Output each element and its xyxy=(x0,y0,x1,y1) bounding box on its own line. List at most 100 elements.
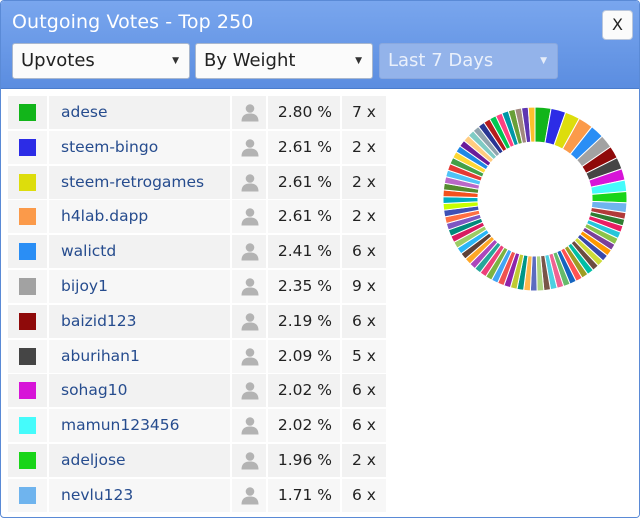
vote-count: 9 x xyxy=(342,269,386,303)
account-link[interactable]: mamun123456 xyxy=(49,409,230,443)
vote-weight-donut-chart xyxy=(443,107,627,291)
account-link[interactable]: steem-retrogames xyxy=(49,165,230,199)
vote-count: 6 x xyxy=(342,478,386,512)
user-icon[interactable] xyxy=(240,102,260,122)
account-link[interactable]: sohag10 xyxy=(49,374,230,408)
user-icon[interactable] xyxy=(240,485,260,505)
weight-percent: 2.02 % xyxy=(268,409,340,443)
color-swatch xyxy=(19,382,36,400)
dialog-title: Outgoing Votes - Top 250 xyxy=(12,11,254,33)
user-icon[interactable] xyxy=(240,346,260,366)
vote-count: 6 x xyxy=(342,409,386,443)
account-link[interactable]: bijoy1 xyxy=(49,269,230,303)
color-swatch xyxy=(19,417,36,435)
user-icon[interactable] xyxy=(240,137,260,157)
user-profile-cell[interactable] xyxy=(232,200,266,234)
vote-row: nevlu123 1.71 % 6 x xyxy=(8,478,386,513)
color-cell xyxy=(8,269,47,303)
user-icon[interactable] xyxy=(240,380,260,400)
color-cell xyxy=(8,339,47,373)
user-icon[interactable] xyxy=(240,241,260,261)
donut-slice-other-73[interactable] xyxy=(527,107,536,143)
vote-count: 6 x xyxy=(342,304,386,338)
color-cell xyxy=(8,130,47,164)
chevron-down-icon: ▼ xyxy=(172,56,179,66)
account-link[interactable]: adese xyxy=(49,96,230,129)
vote-row: adeljose 1.96 % 2 x xyxy=(8,443,386,478)
chevron-down-icon: ▼ xyxy=(355,56,362,66)
weight-percent: 2.80 % xyxy=(268,96,340,129)
user-icon[interactable] xyxy=(240,206,260,226)
color-swatch xyxy=(19,486,36,504)
sort-value: By Weight xyxy=(204,50,296,71)
user-profile-cell[interactable] xyxy=(232,304,266,338)
color-swatch xyxy=(19,208,36,226)
weight-percent: 2.61 % xyxy=(268,200,340,234)
color-swatch xyxy=(19,138,36,156)
vote-row: adese 2.80 % 7 x xyxy=(8,95,386,130)
vote-row: mamun123456 2.02 % 6 x xyxy=(8,408,386,443)
weight-percent: 2.61 % xyxy=(268,165,340,199)
user-profile-cell[interactable] xyxy=(232,374,266,408)
dialog-header: Outgoing Votes - Top 250 X Upvotes ▼ By … xyxy=(1,1,639,89)
vote-count: 2 x xyxy=(342,130,386,164)
account-link[interactable]: nevlu123 xyxy=(49,478,230,512)
account-link[interactable]: h4lab.dapp xyxy=(49,200,230,234)
vote-row: steem-retrogames 2.61 % 2 x xyxy=(8,165,386,200)
vote-row: sohag10 2.02 % 6 x xyxy=(8,373,386,408)
user-icon[interactable] xyxy=(240,311,260,331)
vote-count: 6 x xyxy=(342,374,386,408)
account-link[interactable]: baizid123 xyxy=(49,304,230,338)
color-swatch xyxy=(19,347,36,365)
vote-list: adese 2.80 % 7 x steem-bingo 2.61 % 2 x steem-… xyxy=(8,95,386,513)
vote-count: 2 x xyxy=(342,165,386,199)
vote-count: 7 x xyxy=(342,96,386,129)
weight-percent: 2.19 % xyxy=(268,304,340,338)
period-select[interactable]: Last 7 Days ▼ xyxy=(379,43,558,79)
vote-row: h4lab.dapp 2.61 % 2 x xyxy=(8,199,386,234)
weight-percent: 2.41 % xyxy=(268,235,340,269)
user-profile-cell[interactable] xyxy=(232,339,266,373)
vote-count: 5 x xyxy=(342,339,386,373)
user-profile-cell[interactable] xyxy=(232,269,266,303)
user-profile-cell[interactable] xyxy=(232,165,266,199)
color-swatch xyxy=(19,451,36,469)
vote-count: 2 x xyxy=(342,443,386,477)
vote-count: 6 x xyxy=(342,235,386,269)
user-profile-cell[interactable] xyxy=(232,235,266,269)
color-cell xyxy=(8,165,47,199)
user-profile-cell[interactable] xyxy=(232,130,266,164)
user-icon[interactable] xyxy=(240,172,260,192)
color-swatch xyxy=(19,312,36,330)
account-link[interactable]: adeljose xyxy=(49,443,230,477)
color-cell xyxy=(8,235,47,269)
vote-type-value: Upvotes xyxy=(21,50,95,71)
user-profile-cell[interactable] xyxy=(232,409,266,443)
weight-percent: 2.09 % xyxy=(268,339,340,373)
account-link[interactable]: steem-bingo xyxy=(49,130,230,164)
sort-select[interactable]: By Weight ▼ xyxy=(195,43,373,79)
account-link[interactable]: aburihan1 xyxy=(49,339,230,373)
user-icon[interactable] xyxy=(240,415,260,435)
vote-row: baizid123 2.19 % 6 x xyxy=(8,304,386,339)
color-cell xyxy=(8,96,47,129)
color-swatch xyxy=(19,243,36,261)
weight-percent: 2.61 % xyxy=(268,130,340,164)
account-link[interactable]: walictd xyxy=(49,235,230,269)
user-profile-cell[interactable] xyxy=(232,96,266,129)
user-profile-cell[interactable] xyxy=(232,443,266,477)
color-cell xyxy=(8,478,47,512)
color-cell xyxy=(8,409,47,443)
vote-row: steem-bingo 2.61 % 2 x xyxy=(8,130,386,165)
weight-percent: 1.96 % xyxy=(268,443,340,477)
vote-row: aburihan1 2.09 % 5 x xyxy=(8,339,386,374)
weight-percent: 1.71 % xyxy=(268,478,340,512)
weight-percent: 2.02 % xyxy=(268,374,340,408)
vote-row: walictd 2.41 % 6 x xyxy=(8,234,386,269)
user-profile-cell[interactable] xyxy=(232,478,266,512)
close-button[interactable]: X xyxy=(602,10,633,40)
user-icon[interactable] xyxy=(240,450,260,470)
user-icon[interactable] xyxy=(240,276,260,296)
vote-type-select[interactable]: Upvotes ▼ xyxy=(12,43,190,79)
